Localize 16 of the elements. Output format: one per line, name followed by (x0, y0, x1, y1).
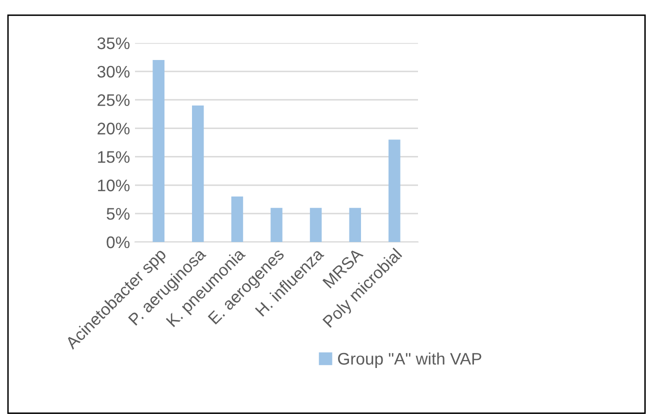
y-tick-label: 30% (97, 66, 130, 78)
bar (270, 208, 282, 242)
bar (192, 106, 204, 242)
bar (310, 208, 322, 242)
y-tick-label: 35% (97, 37, 130, 50)
legend-label: Group "A" with VAP (338, 352, 482, 368)
y-tick-label: 20% (98, 122, 130, 134)
y-tick-label: 5% (106, 208, 130, 220)
bar (152, 60, 164, 242)
bar (349, 208, 362, 242)
bar (231, 196, 244, 242)
y-tick-label: 0% (106, 236, 130, 248)
y-tick-label: 10% (98, 180, 130, 192)
y-tick-label: 15% (98, 151, 130, 163)
y-tick-label: 25% (98, 94, 130, 106)
bar (388, 140, 400, 242)
